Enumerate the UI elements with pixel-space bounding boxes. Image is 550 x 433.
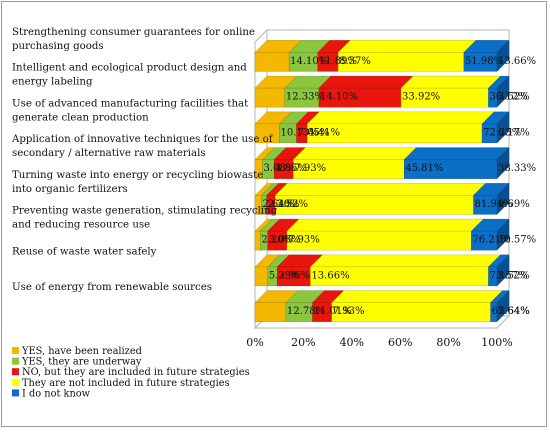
category-labels: Strengthening consumer guarantees for on… (11, 27, 278, 293)
data-label: 72.25% (483, 127, 521, 138)
data-label: 3.96% (278, 270, 310, 281)
data-label: 4.85% (275, 163, 307, 174)
legend-label: YES, they are underway (21, 357, 142, 368)
data-label: 11.89% (319, 56, 357, 67)
bar-segment (487, 254, 510, 287)
data-label: 3.52% (498, 270, 530, 281)
x-tick-labels: 0% 20% 40% 60% 80% 100% (246, 336, 512, 349)
data-label: 12.33% (286, 92, 324, 103)
data-label: 65.64% (492, 306, 530, 317)
data-labels: 14.10%11.89%8.37% 51.98%13.66%12.33%14.10… (261, 56, 536, 317)
data-label: 10.57% (498, 235, 536, 246)
data-label: 81.94% (475, 199, 513, 210)
data-label: 4.41% (308, 127, 340, 138)
data-label: 3.52% (498, 92, 530, 103)
bar-segment (286, 218, 484, 251)
category-label: Strengthening consumer guarantees for on… (12, 27, 255, 52)
legend-item: YES, they are underway (12, 357, 142, 368)
data-label: 13.66% (498, 56, 536, 67)
x-tick-label: 0% (246, 336, 263, 349)
data-label: 7.93% (294, 163, 326, 174)
data-label: 2.64% (498, 306, 530, 317)
bar-segment (473, 182, 510, 215)
category-label: Preventing waste generation, stimulating… (12, 206, 278, 231)
category-label: Application of innovative techniques for… (11, 134, 274, 159)
legend-swatch (12, 347, 19, 354)
data-label: 2.20% (268, 199, 300, 210)
data-label: 73.57% (489, 270, 527, 281)
data-label: 5.29% (269, 270, 301, 281)
data-label: 45.81% (405, 163, 443, 174)
legend-item: They are not included in future strategi… (12, 378, 230, 389)
bar-segment (487, 75, 510, 108)
data-label: 38.33% (498, 163, 536, 174)
data-label: 36.12% (489, 92, 527, 103)
data-label: 11.01% (314, 306, 352, 317)
bar-segment (490, 290, 510, 323)
data-label: 14.10% (290, 56, 328, 67)
x-tick-label: 40% (340, 336, 364, 349)
category-label: Reuse of waste water safely (12, 246, 157, 257)
x-tick-label: 60% (388, 336, 412, 349)
bar-segment (274, 182, 487, 215)
data-label: 9.69% (498, 199, 530, 210)
data-label: 8.37% (339, 56, 371, 67)
data-label: 2.20% (261, 235, 293, 246)
bars (254, 39, 510, 323)
data-label: 7.93% (288, 235, 320, 246)
category-label: Intelligent and ecological product desig… (12, 63, 247, 88)
legend-swatch (12, 368, 19, 376)
bar-segment (470, 218, 510, 251)
legend-label: They are not included in future strategi… (22, 378, 230, 389)
data-label: 14.10% (320, 92, 358, 103)
data-label: 76.21% (472, 235, 510, 246)
legend-item: I do not know (12, 388, 91, 399)
data-label: 51.98% (465, 56, 503, 67)
stacked-bar-chart: 14.10%11.89%8.37% 51.98%13.66%12.33%14.10… (11, 27, 536, 400)
data-label: 6.17% (498, 127, 530, 138)
data-label: 2.64% (262, 199, 294, 210)
data-label: 12.78% (287, 306, 325, 317)
data-label: 33.92% (402, 92, 440, 103)
data-label: 3.08% (269, 235, 301, 246)
chart-frame: 14.10% 11.89% 8.37% 51.98% 13.66% 12.33% 14.10… (1, 1, 547, 427)
bar-segment (481, 111, 510, 144)
legend-label: I do not know (22, 388, 91, 399)
legend-swatch (12, 378, 19, 386)
legend-label: NO, but they are included in future stra… (22, 367, 250, 378)
legend-item: YES, have been realized (12, 346, 142, 357)
legend-swatch (12, 357, 19, 365)
bar-segment (403, 147, 510, 180)
data-label: 10.13% (281, 127, 319, 138)
legend-item: NO, but they are included in future stra… (12, 367, 250, 378)
data-label: 13.66% (311, 270, 349, 281)
data-label: 3.52% (276, 199, 308, 210)
data-label: 7.05% (298, 127, 330, 138)
data-label: 3.08% (263, 163, 295, 174)
category-label: Use of advanced manufacturing facilities… (12, 98, 249, 123)
legend-label: YES, have been realized (21, 346, 142, 357)
x-tick-label: 20% (291, 336, 315, 349)
category-label: Turning waste into energy or recycling b… (12, 170, 263, 195)
bar-segment (254, 111, 292, 144)
legend-swatch (12, 389, 19, 397)
x-tick-label: 80% (436, 336, 460, 349)
bar-segment (463, 39, 510, 72)
bar-segment (400, 75, 501, 108)
x-tick-label: 100% (481, 336, 512, 349)
category-label: Use of energy from renewable sources (12, 282, 212, 293)
data-label: 7.93% (333, 306, 365, 317)
